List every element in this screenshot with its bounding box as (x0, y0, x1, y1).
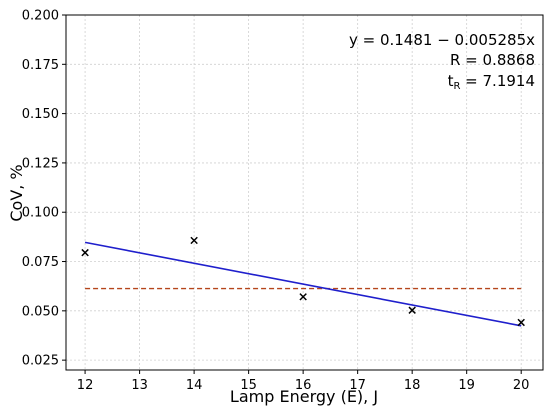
fit-r-value: R = 0.8868 (450, 51, 535, 69)
y-tick-label: 0.050 (22, 304, 59, 319)
fit-t-value: tR = 7.1914 (448, 72, 535, 92)
fit-equation: y = 0.1481 − 0.005285x (349, 31, 535, 49)
y-tick-label: 0.100 (22, 206, 59, 221)
x-tick-label: 14 (186, 378, 203, 393)
data-point-marker (517, 318, 525, 327)
y-axis-label: CoV, % (7, 164, 26, 221)
y-tick-label: 0.125 (22, 156, 59, 171)
x-tick-label: 17 (349, 378, 366, 393)
x-tick-label: 18 (404, 378, 421, 393)
x-tick-label: 12 (77, 378, 94, 393)
x-axis-label: Lamp Energy (E), J (230, 387, 378, 406)
ticks: 12 13 14 15 16 17 18 19 20 0.025 0.050 0.075 0.100 0.… (22, 9, 530, 394)
y-tick-label: 0.200 (22, 9, 59, 24)
y-tick-label: 0.150 (22, 107, 59, 122)
t-subscript: R (453, 81, 460, 92)
plot-frame (65, 14, 544, 371)
y-tick-label: 0.175 (22, 58, 59, 73)
x-tick-label: 19 (458, 378, 475, 393)
data-point-marker (299, 293, 307, 301)
x-tick-label: 13 (131, 378, 148, 393)
x-tick-label: 20 (513, 378, 530, 393)
regression-line (84, 241, 522, 327)
y-tick-label: 0.025 (22, 354, 59, 369)
data-point-marker (190, 236, 198, 245)
t-prefix: t (448, 72, 454, 90)
data-point-marker (408, 306, 416, 314)
series-layer (81, 236, 525, 327)
x-tick-label: 15 (240, 378, 257, 393)
fit-annotation: y = 0.1481 − 0.005285x R = 0.8868 tR = 7… (349, 31, 535, 92)
x-tick-label: 16 (295, 378, 312, 393)
y-tick-label: 0.075 (22, 255, 59, 270)
data-point-marker (81, 248, 89, 257)
t-value: = 7.1914 (460, 72, 535, 90)
